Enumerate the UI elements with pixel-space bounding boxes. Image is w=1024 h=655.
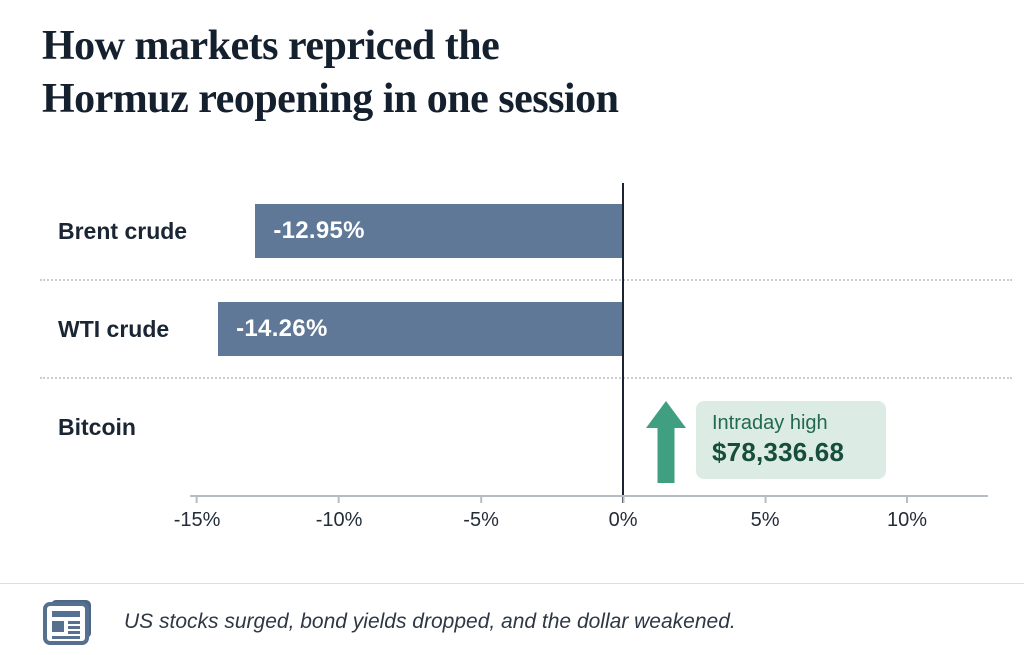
bar-value-label-brent: -12.95% xyxy=(273,217,365,244)
x-axis-tick-neg5: -5% xyxy=(463,495,499,532)
x-axis-tick-neg15: -15% xyxy=(173,495,221,532)
zero-baseline xyxy=(622,183,625,503)
tick-mark xyxy=(480,495,483,503)
intraday-high-badge: Intraday high $78,336.68 xyxy=(696,401,886,479)
title-line-1: How markets repriced the xyxy=(42,23,500,69)
tick-label: 10% xyxy=(887,509,928,531)
x-axis xyxy=(190,495,988,497)
category-label-wti-crude: WTI crude xyxy=(58,316,170,342)
category-label-brent-crude: Brent crude xyxy=(58,218,188,244)
tick-mark xyxy=(764,495,767,503)
row-divider xyxy=(40,377,1012,379)
tick-label: 5% xyxy=(750,509,780,531)
tick-label: -15% xyxy=(173,509,221,531)
x-axis-tick-5: 5% xyxy=(751,495,780,532)
bar-chart: Brent crude WTI crude Bitcoin -12.95% -1… xyxy=(40,183,1012,532)
tick-label: 0% xyxy=(608,509,638,531)
newspaper-icon xyxy=(43,600,91,645)
tick-mark xyxy=(196,495,199,503)
x-axis-tick-neg10: -10% xyxy=(315,495,363,532)
chart-title: How markets repriced the Hormuz reopening… xyxy=(42,20,619,126)
tick-label: -5% xyxy=(463,509,499,531)
badge-label: Intraday high xyxy=(712,412,828,434)
category-label-bitcoin: Bitcoin xyxy=(58,414,136,440)
tick-label: -10% xyxy=(315,509,363,531)
x-axis-tick-10: 10% xyxy=(887,495,927,532)
footer-note: US stocks surged, bond yields dropped, a… xyxy=(124,610,736,633)
up-arrow-icon xyxy=(646,401,686,483)
badge-value: $78,336.68 xyxy=(712,437,845,467)
tick-mark xyxy=(622,495,625,503)
bar-brent-crude: -12.95% xyxy=(255,204,624,258)
footer-divider xyxy=(0,583,1024,584)
tick-mark xyxy=(906,495,909,503)
bar-value-label-wti: -14.26% xyxy=(236,315,328,342)
row-divider xyxy=(40,279,1012,281)
x-axis-tick-0: 0% xyxy=(609,495,638,532)
tick-mark xyxy=(338,495,341,503)
title-line-2: Hormuz reopening in one session xyxy=(42,76,619,122)
bar-wti-crude: -14.26% xyxy=(218,302,624,356)
